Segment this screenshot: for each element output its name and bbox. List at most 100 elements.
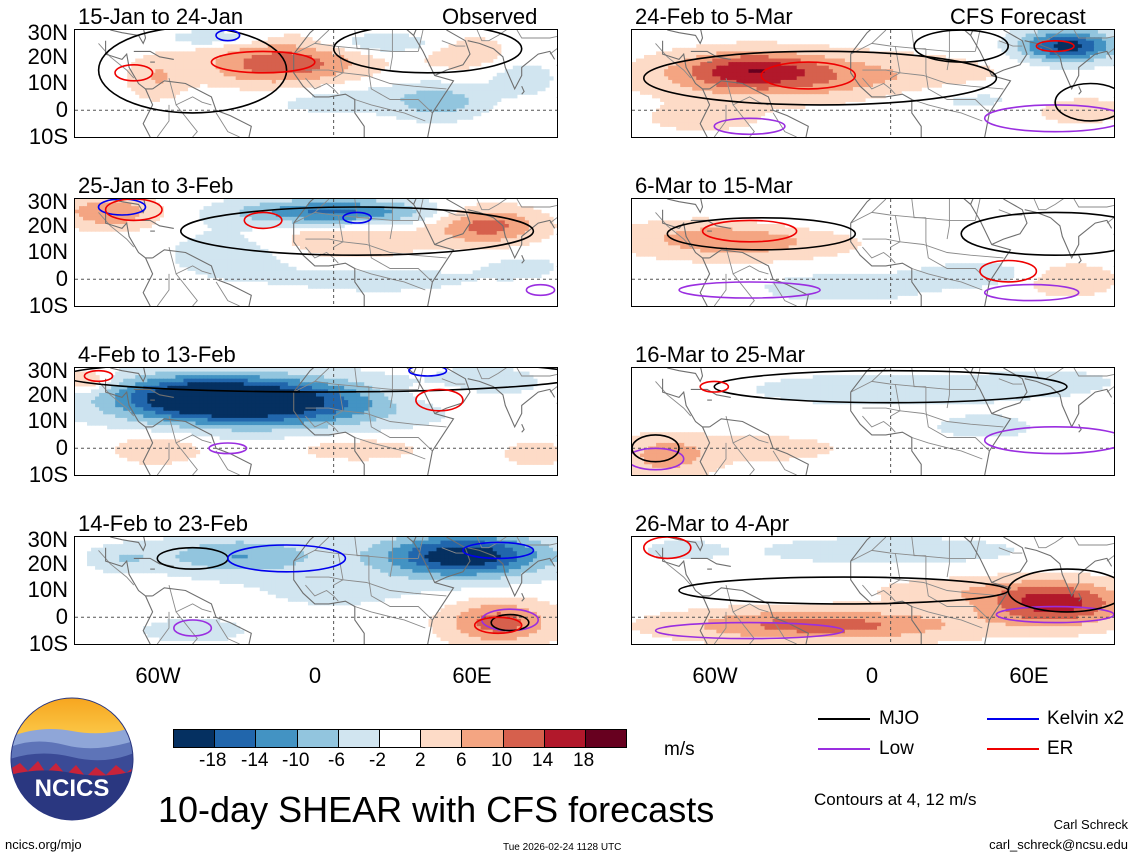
shear-cell [528, 76, 534, 81]
shear-cell [424, 115, 430, 120]
shear-cell [271, 400, 277, 405]
shear-cell [227, 37, 233, 42]
shear-cell [500, 76, 506, 81]
shear-cell [147, 83, 152, 88]
shear-cell [512, 79, 518, 85]
shear-cell [283, 199, 289, 204]
shear-cell [87, 414, 92, 419]
shear-cell [279, 44, 285, 49]
shear-cell [307, 202, 313, 207]
shear-cell [324, 51, 329, 56]
shear-cell [263, 213, 269, 218]
shear-cell [480, 104, 486, 110]
shear-cell [500, 270, 506, 275]
shear-cell [87, 400, 92, 405]
shear-cell [400, 277, 405, 282]
shear-cell [311, 199, 317, 204]
shear-cell [195, 382, 201, 387]
shear-cell [303, 216, 309, 221]
shear-cell [428, 227, 434, 232]
shear-cell [143, 378, 148, 383]
shear-cell [131, 227, 136, 232]
shear-cell [243, 213, 249, 218]
shear-cell [143, 199, 148, 204]
shear-cell [392, 90, 397, 95]
shear-cell [448, 58, 454, 63]
shear-cell [275, 270, 281, 275]
country-border [441, 40, 466, 47]
shear-cell [328, 108, 333, 113]
shear-cell [480, 273, 486, 279]
shear-cell [348, 400, 353, 405]
country-border [168, 77, 212, 106]
shear-cell [291, 428, 297, 433]
shear-cell [203, 252, 209, 257]
shear-cell [243, 256, 249, 261]
shear-cell [356, 90, 361, 95]
shear-cell [340, 442, 345, 448]
shear-cell [376, 284, 381, 289]
shear-cell [364, 54, 369, 60]
shear-cell [416, 213, 422, 218]
shear-cell [364, 428, 369, 433]
shear-cell [336, 407, 341, 412]
shear-cell [171, 403, 177, 408]
shear-cell [528, 83, 534, 88]
shear-cell [488, 83, 494, 88]
shear-cell [424, 378, 430, 383]
shear-cell [259, 54, 265, 60]
shear-cell [352, 382, 357, 387]
shear-cell [223, 417, 229, 423]
shear-cell [279, 273, 285, 279]
shear-cell [368, 414, 373, 419]
shear-cell [239, 256, 245, 261]
shear-cell [348, 54, 353, 60]
shear-cell [283, 263, 289, 268]
shear-cell [460, 385, 466, 390]
shear-cell [512, 202, 518, 207]
shear-cell [392, 37, 397, 42]
shear-cell [484, 238, 490, 243]
shear-cell [239, 378, 245, 383]
shear-cell [311, 51, 317, 56]
shear-cell [372, 62, 377, 67]
shear-cell [444, 87, 450, 92]
shear-cell [211, 417, 217, 423]
shear-cell [452, 90, 458, 95]
shear-cell [179, 263, 185, 268]
shear-cell [396, 47, 401, 52]
shear-cell [143, 407, 148, 412]
shear-cell [223, 54, 229, 60]
shear-cell [472, 54, 478, 60]
shear-cell [207, 33, 213, 38]
shear-cell [279, 410, 285, 415]
shear-cell [199, 421, 205, 426]
shear-cell [307, 79, 313, 85]
shear-cell [243, 396, 249, 401]
shear-cell [243, 410, 249, 415]
shear-cell [496, 209, 502, 214]
shear-cell [235, 76, 241, 81]
shear-cell [336, 58, 341, 63]
shear-cell [424, 94, 430, 99]
shear-cell [119, 396, 124, 401]
shear-cell [424, 213, 430, 218]
shear-cell [263, 378, 269, 383]
shear-cell [432, 414, 438, 419]
shear-cell [348, 108, 353, 113]
shear-cell [139, 90, 144, 95]
shear-cell [368, 382, 373, 387]
shear-cell [303, 273, 309, 279]
shear-cell [175, 65, 181, 70]
shear-cell [251, 58, 257, 63]
shear-cell [336, 108, 341, 113]
shear-cell [460, 238, 466, 243]
shear-cell [372, 400, 377, 405]
shear-cell [211, 428, 217, 433]
shear-cell [508, 231, 514, 236]
shear-cell [524, 382, 530, 387]
shear-cell [187, 389, 193, 394]
shear-cell [223, 256, 229, 261]
shear-cell [267, 216, 273, 221]
shear-cell [324, 231, 329, 236]
